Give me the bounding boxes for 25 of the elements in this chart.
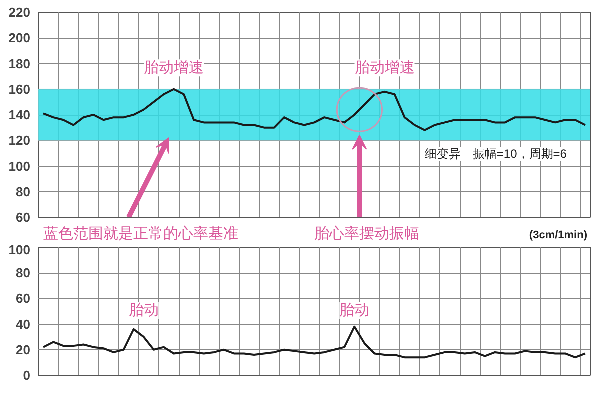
text: (3cm/1min): [529, 230, 588, 242]
y-tick-label: 180: [8, 56, 31, 72]
annotation: 细变异 振幅=10，周期=6: [424, 147, 568, 162]
y-tick-label: 80: [16, 184, 31, 200]
y-tick-label: 0: [23, 368, 31, 383]
text: 蓝色范围就是正常的心率基准: [44, 226, 239, 242]
annotation: 胎动: [340, 302, 370, 320]
y-tick-label: 60: [16, 210, 31, 225]
y-tick-label: 100: [8, 242, 31, 258]
y-tick-label: 40: [16, 316, 31, 332]
annotation: 胎动: [128, 302, 159, 320]
y-tick-label: 140: [8, 108, 31, 122]
y-tick-label: 100: [8, 158, 31, 174]
y-tick-label: 160: [8, 82, 31, 97]
annotation: 胎动增速: [354, 60, 415, 77]
y-tick-label: 60: [16, 291, 31, 306]
line-series: [42, 326, 586, 359]
line-series: [42, 88, 586, 132]
y-tick-label: 80: [16, 266, 31, 281]
y-tick-label: 220: [8, 5, 31, 20]
y-tick-label: 200: [8, 30, 31, 46]
text: 胎心率摆动振幅: [314, 226, 420, 242]
y-tick-label: 20: [16, 342, 31, 358]
annotation: 胎动增速: [144, 60, 204, 77]
y-tick-label: 120: [8, 133, 31, 148]
